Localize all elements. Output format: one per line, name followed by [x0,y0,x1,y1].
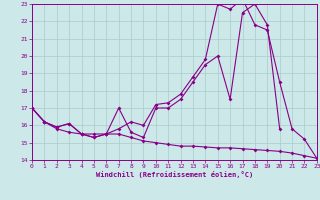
X-axis label: Windchill (Refroidissement éolien,°C): Windchill (Refroidissement éolien,°C) [96,171,253,178]
